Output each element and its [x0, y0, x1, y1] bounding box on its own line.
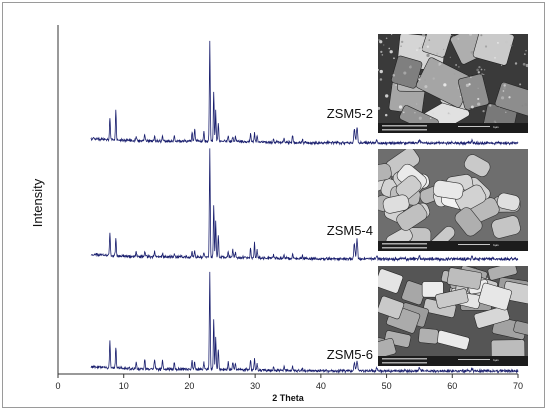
x-axis-title: 2 Theta: [272, 393, 305, 403]
x-tick-label: 50: [382, 381, 392, 391]
sem-image-zsm5-2: 1µm: [378, 34, 528, 133]
figure-frame: 0 10 20 30 40 50 60 70 1µm 1µm 1µm ZSM5-2 ZSM5-4 ZS…: [2, 2, 545, 408]
sem-image-zsm5-6: 1µm: [378, 266, 528, 366]
sem-info-bar: [378, 356, 528, 366]
sem-image-zsm5-4: 1µm: [378, 149, 528, 251]
x-tick-label: 20: [184, 381, 194, 391]
x-ticks: 0 10 20 30 40 50 60 70: [55, 374, 523, 391]
x-tick-label: 40: [316, 381, 326, 391]
sem-info-bar: [378, 241, 528, 251]
y-axis-title: Intensity: [30, 178, 45, 227]
x-tick-label: 0: [55, 381, 60, 391]
x-tick-label: 60: [447, 381, 457, 391]
series-group: [90, 40, 519, 374]
series-labels: ZSM5-2 ZSM5-4 ZSM5-6: [327, 106, 373, 362]
sem-scale-bar-label: 1µm: [493, 126, 499, 129]
x-tick-label: 10: [119, 381, 129, 391]
x-tick-label: 70: [513, 381, 523, 391]
sem-scale-bar-label: 1µm: [493, 359, 499, 362]
series-label-zsm5-2: ZSM5-2: [327, 106, 373, 121]
x-tick-label: 30: [250, 381, 260, 391]
xrd-series-zsm5-6: [90, 271, 519, 374]
sem-info-bar: [378, 123, 528, 133]
axes: 0 10 20 30 40 50 60 70: [55, 25, 523, 391]
xrd-series-zsm5-2: [90, 40, 519, 146]
xrd-series-zsm5-4: [90, 148, 519, 262]
sem-scale-bar-label: 1µm: [493, 244, 499, 247]
sem-insets: 1µm 1µm 1µm: [378, 34, 528, 366]
series-label-zsm5-6: ZSM5-6: [327, 347, 373, 362]
series-label-zsm5-4: ZSM5-4: [327, 223, 373, 238]
